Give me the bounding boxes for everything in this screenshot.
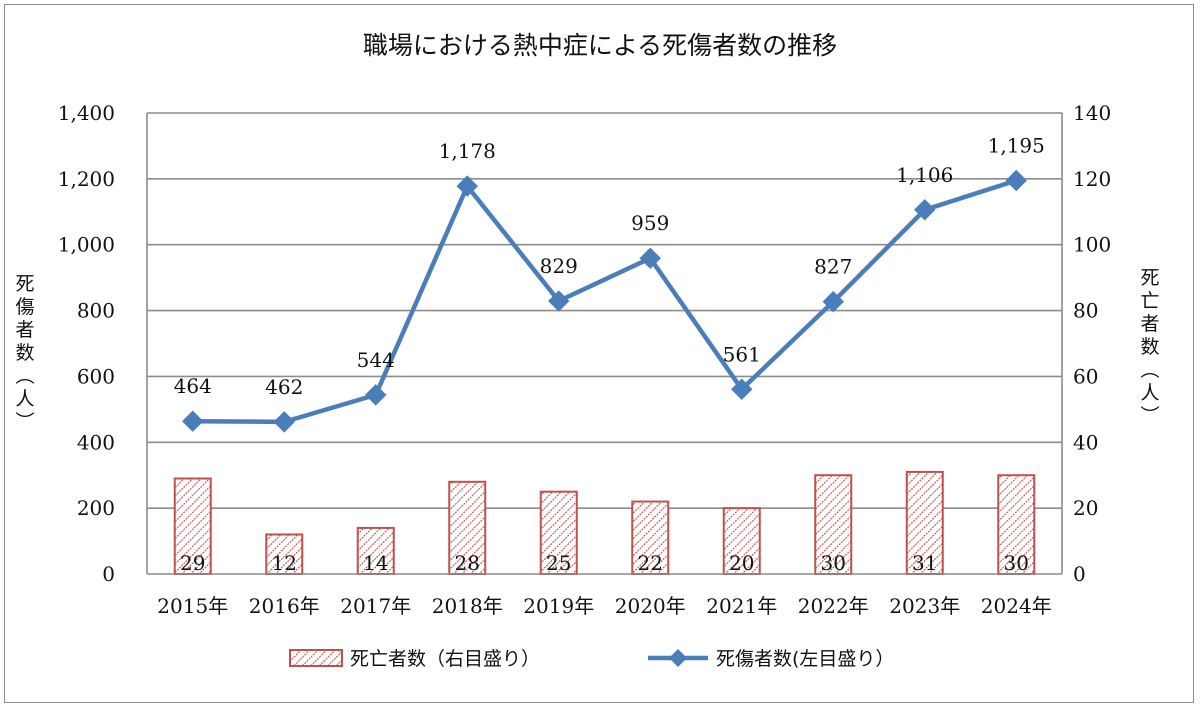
x-tick-label: 2018年 [432,594,503,618]
chart-frame [4,4,1194,703]
line-point [1005,169,1027,192]
x-tick-label: 2015年 [157,594,228,618]
line-point [914,199,936,221]
right-tick-label: 80 [1073,299,1098,323]
bar-data-label: 30 [821,551,846,575]
line-point [182,410,204,432]
line-point [456,175,478,197]
left-tick-label: 200 [77,496,115,520]
line-data-label: 1,195 [988,134,1045,158]
bar-data-label: 31 [912,551,937,575]
chart-title: 職場における熱中症による死傷者数の推移 [362,31,838,60]
x-tick-label: 2016年 [249,594,320,618]
legend-bar-swatch [289,649,343,667]
x-tick-label: 2019年 [523,594,594,618]
bar-data-label: 20 [729,551,754,575]
axes: 0 0 200 20 400 40 600 60 800 80 1,000 100 1,200 120 1,… [15,101,1159,618]
bar [539,490,578,575]
bar [173,477,212,575]
left-tick-label: 800 [77,299,115,323]
bar-data-labels: 29 12 14 28 25 22 20 30 31 30 [180,551,1029,575]
bar [814,474,853,576]
left-tick-label: 1,400 [58,101,115,125]
line-data-labels: 464 462 544 1,178 829 959 561 827 1,106 1,195 [174,134,1045,399]
line-point [273,411,295,433]
bar-data-label: 30 [1004,551,1029,575]
line-data-label: 1,178 [439,139,496,163]
line-point [639,247,661,269]
line-point [822,290,844,313]
x-tick-label: 2024年 [981,594,1052,618]
line-point [548,290,570,312]
right-tick-label: 140 [1073,101,1111,125]
bar-data-label: 29 [180,551,205,575]
left-tick-label: 1,000 [58,233,115,257]
bar-data-label: 22 [638,551,663,575]
line-point [365,384,387,406]
legend-line-marker [669,649,687,667]
line-data-label: 829 [540,254,578,278]
line-data-label: 462 [265,375,303,399]
bar [356,526,395,576]
bar-series [173,470,1036,576]
left-tick-label: 0 [102,562,115,586]
x-tick-label: 2022年 [798,594,869,618]
gridlines [147,112,1062,509]
right-tick-label: 120 [1073,167,1111,191]
right-tick-label: 60 [1073,364,1098,388]
right-tick-label: 20 [1073,496,1098,520]
right-tick-label: 40 [1073,430,1098,454]
bar [448,480,487,575]
left-tick-label: 600 [77,364,115,388]
bar-data-label: 28 [455,551,480,575]
line-path [192,178,1017,425]
left-axis-title: 死傷者数︵人︶ [15,273,34,433]
bar-data-label: 12 [272,551,297,575]
right-axis-title: 死亡者数︵人︶ [1140,267,1159,427]
x-tick-label: 2021年 [706,594,777,618]
bar-data-label: 14 [363,551,388,575]
x-tick-label: 2020年 [615,594,686,618]
line-data-label: 561 [723,342,761,366]
x-tick-label: 2017年 [340,594,411,618]
line-data-label: 544 [357,348,395,372]
x-tick-label: 2023年 [889,594,960,618]
bar [631,500,670,575]
legend-line-label: 死傷者数(左目盛り） [716,648,894,670]
line-series [182,169,1027,433]
legend-bar-label: 死亡者数（右目盛り） [350,648,540,670]
bar [905,470,944,575]
right-tick-label: 0 [1073,562,1086,586]
bar-data-label: 25 [546,551,571,575]
line-data-label: 464 [174,374,212,398]
line-data-label: 959 [631,211,669,235]
line-data-label: 827 [814,255,852,279]
right-tick-label: 100 [1073,233,1111,257]
legend: 死亡者数（右目盛り） 死傷者数(左目盛り） [289,648,894,670]
left-tick-label: 400 [77,430,115,454]
left-tick-label: 1,200 [58,167,115,191]
line-data-label: 1,106 [896,163,953,187]
line-point [731,378,753,400]
